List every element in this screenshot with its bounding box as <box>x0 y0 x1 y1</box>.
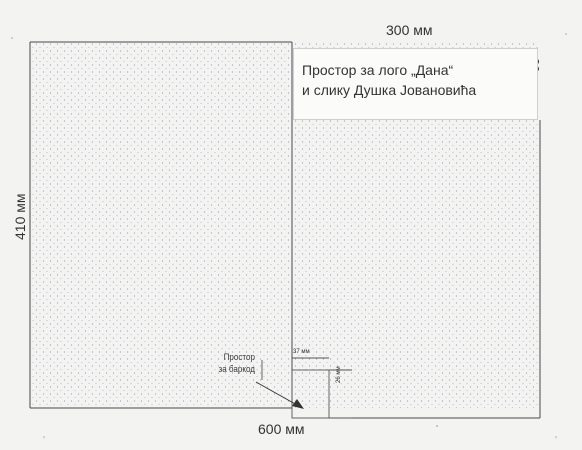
barcode-space-caption: Простор за баркод <box>202 352 255 376</box>
barcode-area <box>261 357 352 419</box>
dimension-height-full: 410 мм <box>12 193 28 241</box>
dimension-barcode-height: 26 мм <box>336 366 342 383</box>
logo-space-line2: и слику Душка Јовановића <box>302 82 477 98</box>
barcode-arrow <box>255 381 304 409</box>
barcode-space-line1: Простор <box>223 352 255 363</box>
barcode-space-line2: за баркод <box>218 364 255 375</box>
logo-space-line1: Простор за лого „Дана“ <box>302 62 454 78</box>
barcode-rect <box>291 369 330 419</box>
dimension-width-full: 600 мм <box>258 421 305 437</box>
dimension-width-half: 300 мм <box>386 22 433 38</box>
edge-specks <box>11 33 567 438</box>
logo-space-box: Простор за лого „Дана“ и слику Душка Јов… <box>293 48 538 120</box>
outline <box>29 41 541 419</box>
dimension-barcode-width: 37 мм <box>293 349 310 355</box>
